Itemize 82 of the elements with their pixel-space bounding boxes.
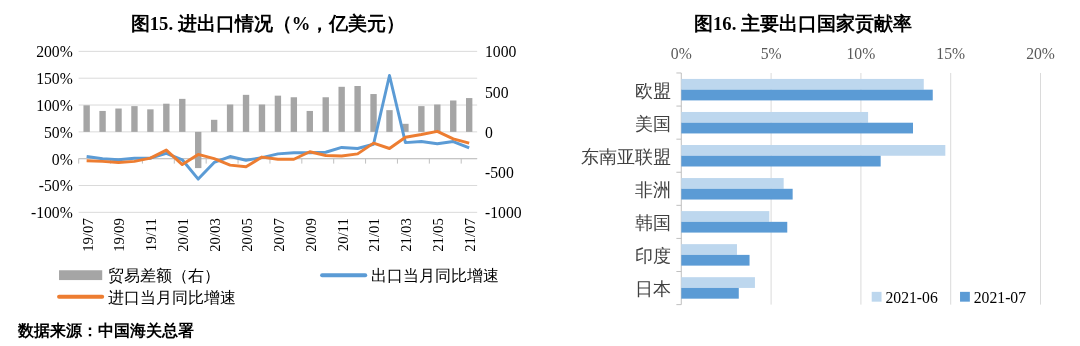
x-tick-label: 15% [936,45,966,63]
legend-label: 2021-06 [885,288,938,306]
bar [274,95,282,132]
x-tick-label: 20/09 [302,218,319,252]
y-tick-label: 印度 [635,245,672,266]
bar [131,106,138,132]
y2-tick-label: 0 [485,123,493,141]
legend-label: 2021-07 [973,288,1027,306]
y2-tick-label: 500 [485,83,509,101]
line-series [85,129,471,169]
x-tick-label: 21/07 [462,218,479,252]
x-tick-label: 20/05 [238,218,255,252]
x-tick-label: 19/11 [143,218,160,252]
y-tick-label: 150% [36,70,73,88]
legend-label: 出口当月同比增速 [371,267,500,285]
y-tick-label: 东南亚联盟 [581,146,672,167]
x-tick-label: 19/07 [79,218,96,252]
bar [370,94,377,132]
bar [115,108,122,132]
x-tick-label: 5% [760,45,782,63]
bar [386,110,393,132]
x-tick-label: 10% [846,45,876,63]
x-tick-label: 21/03 [398,218,415,252]
legend-label: 贸易差额（右） [108,267,221,285]
legend-label: 进口当月同比增速 [108,288,237,306]
x-tick-label: 21/05 [430,218,447,252]
bar [681,89,933,101]
bar [179,98,186,132]
bar [450,100,457,132]
y-tick-label: 50% [44,123,73,141]
x-tick-label: 20% [1026,45,1055,63]
bar [338,86,345,132]
bar [681,277,755,288]
y-tick-label: 100% [36,96,73,114]
bar [163,103,170,132]
bar [681,145,946,156]
y-tick-label: 0% [51,150,73,168]
bar [226,104,234,132]
bar [99,110,106,132]
bar [418,106,425,132]
bar [258,104,266,132]
x-tick-label: 19/09 [111,218,128,252]
bar [242,94,250,132]
bar [306,110,313,132]
source-note: 数据来源：中国海关总署 [16,322,194,340]
bar [147,109,154,132]
chart-title: 图15. 进出口情况（%，亿美元） [130,12,406,34]
chart-title: 图16. 主要出口国家贡献率 [694,12,912,34]
bar [465,98,473,132]
bar [681,254,750,266]
bar [681,221,788,233]
y-tick-label: 韩国 [635,212,672,233]
bar [681,244,737,255]
bar [681,188,793,200]
bar [681,78,924,90]
bar [681,211,770,222]
bar [681,122,913,134]
bar [322,97,329,132]
y-tick-label: 非洲 [635,179,672,200]
bar [681,111,869,123]
bar [210,119,218,132]
y-tick-label: 200% [36,43,73,61]
bar [681,178,784,189]
y-tick-label: 欧盟 [635,80,672,101]
x-tick-label: 20/11 [334,218,351,252]
y-tick-label: 日本 [635,278,672,299]
y2-tick-label: -1000 [485,204,522,222]
x-tick-label: 21/01 [366,218,383,252]
bar [681,287,739,299]
y-tick-label: -50% [38,177,73,195]
y2-tick-label: -500 [485,164,514,181]
y2-tick-label: 1000 [485,43,517,61]
bar [354,86,361,132]
x-tick-label: 20/01 [175,218,192,252]
y-tick-label: 美国 [635,113,672,134]
x-tick-label: 0% [670,45,692,63]
x-tick-label: 20/03 [207,218,224,252]
bar [83,105,90,132]
bar [681,155,881,167]
bar [290,97,298,132]
y-tick-label: -100% [30,204,73,222]
x-tick-label: 20/07 [270,218,287,252]
